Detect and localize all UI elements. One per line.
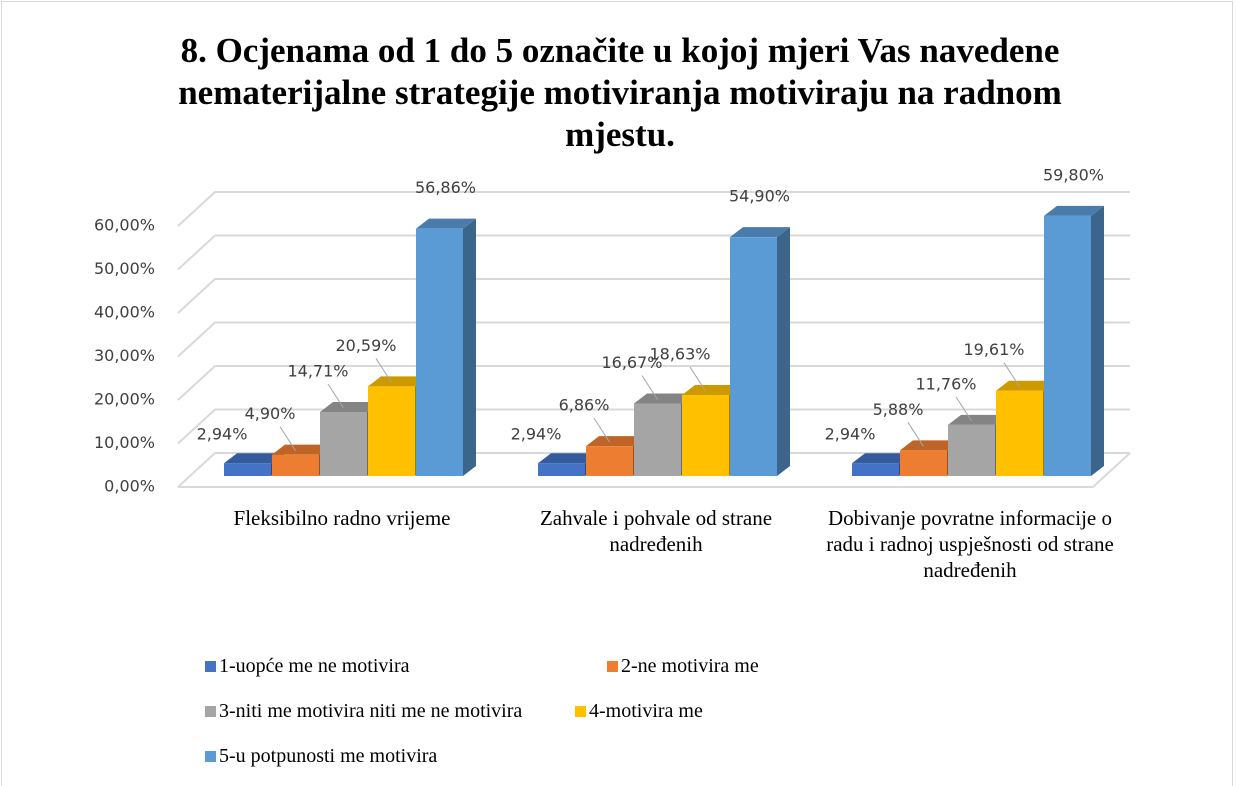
bar [682,394,729,476]
legend-swatch [205,706,216,717]
bar-side [777,227,790,476]
data-label: 16,67% [601,353,662,372]
legend-swatch [607,661,618,672]
bar [730,237,777,476]
x-tick-label: Fleksibilno radno vrijeme [233,506,451,530]
data-label: 14,71% [287,362,348,381]
bar [320,412,367,476]
bar-top [682,384,742,395]
x-tick-label: Dobivanje povratne informacije o radu i … [826,506,1114,582]
legend-item: 3-niti me motivira niti me ne motivira [205,700,522,723]
legend-item: 2-ne motivira me [607,655,759,678]
data-label: 4,90% [245,404,296,423]
bar [272,454,319,476]
leader-line [907,422,924,447]
leader-line [955,396,972,422]
y-tick-label: 10,00% [94,433,155,452]
grid-line [177,191,1130,227]
y-tick-label: 50,00% [94,259,155,278]
legend-label: 1-uopće me ne motivira [219,655,410,677]
data-label: 2,94% [511,425,562,444]
leader-line [689,366,706,392]
bar-top [416,218,476,229]
y-tick-label: 20,00% [94,390,155,409]
grid-line [177,408,1130,445]
legend-label: 4-motivira me [589,700,703,722]
data-label: 2,94% [825,425,876,444]
bar-top [948,414,1008,425]
leader-line [327,383,344,409]
data-label: 54,90% [729,187,790,206]
bar-top [272,444,332,455]
legend-swatch [205,751,216,762]
y-tick-label: 60,00% [94,216,155,235]
data-label: 18,63% [649,344,710,363]
bar [224,463,271,476]
bar [900,450,947,476]
legend-label: 5-u potpunosti me motivira [219,745,438,767]
legend-item: 5-u potpunosti me motivira [205,745,437,768]
chart-title: 8. Ocjenama od 1 do 5 označite u kojoj m… [178,31,1062,154]
y-tick-label: 0,00% [104,477,155,496]
data-label: 11,76% [915,374,976,393]
bar-top [996,380,1056,391]
bar-top [320,402,380,413]
floor [178,452,1131,488]
data-label: 2,94% [197,425,248,444]
bar-top [634,393,694,404]
bar [996,390,1043,476]
legend-item: 4-motivira me [575,700,703,723]
leader-line [593,417,610,443]
leader-line [1003,362,1020,387]
bar-top [900,440,960,451]
data-label: 5,88% [873,400,924,419]
x-tick-label: Zahvale i pohvale od strane nadređenih [539,506,773,556]
data-label: 56,86% [415,178,476,197]
bar-top [586,436,646,447]
bar-top [730,227,790,238]
bar [634,403,681,476]
bar-side [463,218,476,476]
bar [368,386,415,476]
bar-top [368,376,428,387]
legend-swatch [575,706,586,717]
bar-top [852,453,912,464]
bar [852,463,899,476]
data-label: 6,86% [559,396,610,415]
bar [1044,215,1091,476]
bar-side [1091,205,1104,476]
bar [538,463,585,476]
legend-item: 1-uopće me ne motivira [205,655,410,678]
y-tick-label: 40,00% [94,303,155,322]
leader-line [279,426,296,451]
bar [416,228,463,476]
legend-label: 3-niti me motivira niti me ne motivira [219,700,523,722]
bar [586,446,633,476]
grid-line [177,452,1130,488]
grid-line [177,321,1130,358]
grid-line [177,234,1130,271]
grid-line [177,278,1130,314]
leader-line [375,358,392,383]
data-label: 20,59% [335,336,396,355]
leader-line [641,375,658,400]
data-label: 19,61% [963,340,1024,359]
data-label: 59,80% [1043,165,1104,184]
y-tick-label: 30,00% [94,346,155,365]
bar-top [538,453,598,464]
grid-line [177,365,1130,401]
legend-label: 2-ne motivira me [621,655,759,677]
legend-swatch [205,661,216,672]
bar [948,424,995,476]
bar-top [1044,205,1104,216]
bar-top [224,453,284,464]
